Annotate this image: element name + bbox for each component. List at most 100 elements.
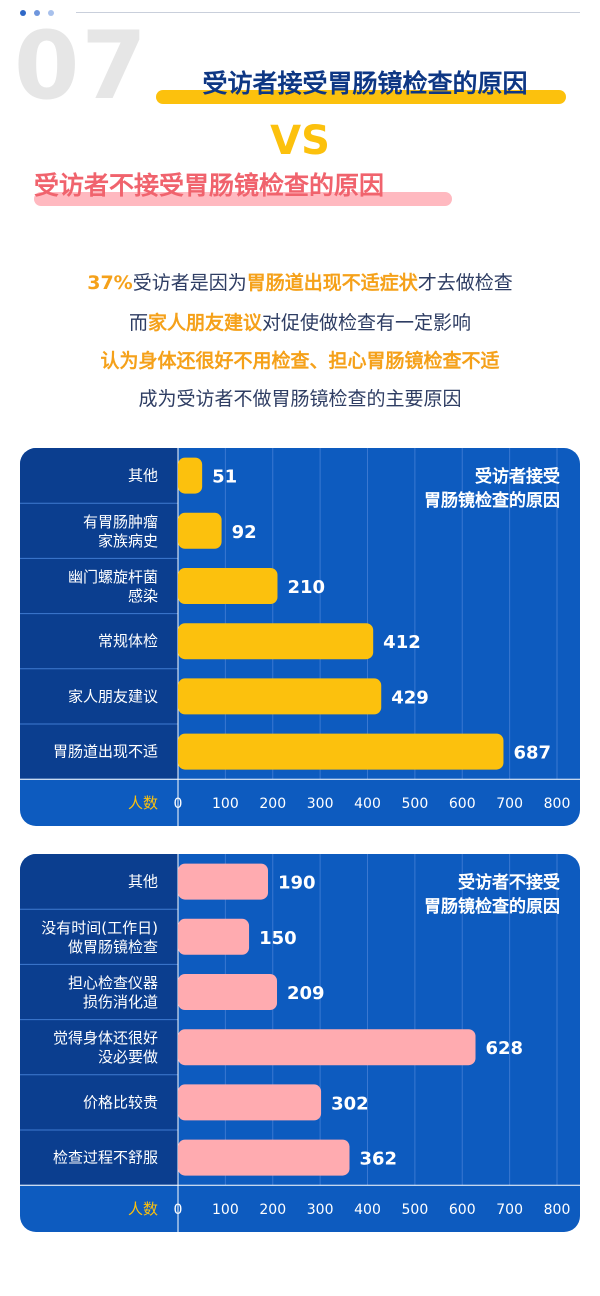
accept-category-label-line: 家族病史	[98, 532, 158, 550]
reject-tick-label: 300	[307, 1202, 334, 1218]
accept-tick-label: 600	[449, 796, 476, 812]
vs-label: VS	[270, 118, 330, 164]
accept-bar	[178, 512, 222, 549]
summary-line-2: 而家人朋友建议对促使做检查有一定影响	[0, 308, 600, 335]
accept-bar	[178, 733, 504, 770]
accept-bar	[178, 623, 374, 660]
reject-chart-title: 受访者不接受胃肠镜检查的原因	[424, 872, 560, 917]
dot-1	[20, 10, 26, 16]
reject-tick-label: 200	[259, 1202, 286, 1218]
accept-category-label-line: 胃肠道出现不适	[53, 743, 158, 761]
title-primary-highlight	[156, 90, 566, 104]
summary-line-3: 认为身体还很好不用检查、担心胃肠镜检查不适	[100, 350, 500, 372]
accept-tick-label: 400	[354, 796, 381, 812]
accept-category-label-line: 家人朋友建议	[68, 687, 158, 705]
accept-reasons-svg: 51 其他 92 有胃肠肿瘤家族病史 210 幽门螺旋杆菌感染 412 常规体检 429 家人朋友…	[20, 448, 580, 826]
reject-bar	[178, 1084, 322, 1121]
reject-category-label-line: 做胃肠镜检查	[68, 938, 158, 956]
accept-chart-title-line: 胃肠镜检查的原因	[424, 490, 560, 511]
reject-bar	[178, 918, 250, 955]
accept-bar	[178, 678, 382, 715]
accept-value-label: 429	[391, 687, 429, 708]
reject-reasons-svg: 190 其他 150 没有时间(工作日)做胃肠镜检查 209 担心检查仪器损伤消化道 628…	[20, 854, 580, 1232]
reject-bar	[178, 1029, 476, 1066]
reject-value-label: 150	[259, 928, 297, 949]
accept-category-label: 家人朋友建议	[68, 687, 158, 705]
accept-category-label: 其他	[128, 467, 158, 485]
reject-tick-label: 800	[544, 1202, 571, 1218]
accept-tick-label: 0	[174, 796, 183, 812]
reject-category-label-line: 觉得身体还很好	[53, 1029, 158, 1047]
accept-value-label: 92	[232, 522, 257, 543]
reject-category-label-line: 担心检查仪器	[68, 974, 158, 992]
accept-tick-label: 700	[496, 796, 523, 812]
reject-value-label: 209	[287, 983, 325, 1004]
title-secondary: 受访者不接受胃肠镜检查的原因	[34, 171, 385, 200]
accept-chart-title: 受访者接受胃肠镜检查的原因	[424, 466, 560, 511]
reject-value-label: 628	[486, 1038, 524, 1059]
reject-tick-label: 700	[496, 1202, 523, 1218]
summary-line-2-after: 对促使做检查有一定影响	[262, 312, 472, 334]
summary-percent: 37%	[87, 272, 133, 294]
accept-tick-label: 800	[544, 796, 571, 812]
summary-line-4: 成为受访者不做胃肠镜检查的主要原因	[138, 388, 462, 410]
summary-line-1-highlight: 胃肠道出现不适症状	[246, 272, 418, 294]
reject-value-label: 362	[359, 1149, 397, 1170]
reject-category-label-line: 检查过程不舒服	[53, 1149, 158, 1167]
reject-tick-label: 600	[449, 1202, 476, 1218]
reject-tick-label: 400	[354, 1202, 381, 1218]
accept-category-label-line: 感染	[128, 587, 158, 605]
reject-category-label-line: 损伤消化道	[83, 993, 158, 1011]
accept-category-label-line: 其他	[128, 467, 158, 485]
accept-category-label: 有胃肠肿瘤家族病史	[83, 513, 158, 550]
reject-category-label: 没有时间(工作日)做胃肠镜检查	[41, 919, 158, 956]
reject-tick-label: 100	[212, 1202, 239, 1218]
reject-bar	[178, 974, 278, 1010]
accept-bar	[178, 568, 278, 604]
reject-category-label: 价格比较贵	[83, 1093, 158, 1111]
reject-bar	[178, 1139, 350, 1176]
summary-line-1-after: 才去做检查	[417, 272, 513, 294]
summary-line-2-highlight: 家人朋友建议	[147, 312, 262, 334]
reject-category-label: 检查过程不舒服	[53, 1149, 158, 1167]
reject-tick-label: 500	[402, 1202, 429, 1218]
summary-line-1-before: 受访者是因为	[132, 272, 247, 294]
accept-x-axis-label: 人数	[128, 794, 158, 812]
reject-category-label: 觉得身体还很好没必要做	[53, 1029, 158, 1066]
accept-tick-label: 300	[307, 796, 334, 812]
accept-category-label-line: 有胃肠肿瘤	[83, 513, 158, 531]
reject-chart-title-line: 胃肠镜检查的原因	[424, 896, 560, 917]
top-divider	[76, 12, 580, 13]
dot-2	[34, 10, 40, 16]
accept-category-label-line: 幽门螺旋杆菌	[68, 568, 158, 586]
accept-tick-label: 500	[402, 796, 429, 812]
accept-value-label: 412	[383, 632, 421, 653]
reject-x-axis-label: 人数	[128, 1200, 158, 1218]
accept-value-label: 51	[212, 467, 237, 488]
reject-category-label-line: 其他	[128, 873, 158, 891]
reject-value-label: 190	[278, 873, 316, 894]
summary-line-1: 37%受访者是因为胃肠道出现不适症状才去做检查	[0, 268, 600, 295]
reject-category-label-line: 没必要做	[98, 1048, 158, 1066]
accept-category-label: 胃肠道出现不适	[53, 743, 158, 761]
reject-tick-label: 0	[174, 1202, 183, 1218]
accept-value-label: 687	[513, 743, 551, 764]
summary-line-2-before: 而	[128, 312, 148, 334]
dot-3	[48, 10, 54, 16]
page-dots	[20, 10, 54, 16]
accept-category-label-line: 常规体检	[98, 632, 158, 650]
reject-reasons-chart: 190 其他 150 没有时间(工作日)做胃肠镜检查 209 担心检查仪器损伤消化道 628…	[20, 854, 580, 1232]
section-number: 07	[14, 12, 149, 121]
reject-category-label: 其他	[128, 873, 158, 891]
reject-category-label-line: 价格比较贵	[83, 1093, 158, 1111]
accept-value-label: 210	[287, 577, 325, 598]
accept-chart-title-line: 受访者接受	[475, 466, 560, 487]
title-secondary-highlight	[34, 192, 452, 206]
reject-category-label-line: 没有时间(工作日)	[41, 919, 158, 937]
reject-value-label: 302	[331, 1093, 369, 1114]
reject-bar	[178, 863, 269, 900]
reject-category-label: 担心检查仪器损伤消化道	[68, 974, 158, 1011]
accept-category-label: 幽门螺旋杆菌感染	[68, 568, 158, 605]
title-primary: 受访者接受胃肠镜检查的原因	[202, 69, 528, 98]
accept-category-label: 常规体检	[98, 632, 158, 650]
